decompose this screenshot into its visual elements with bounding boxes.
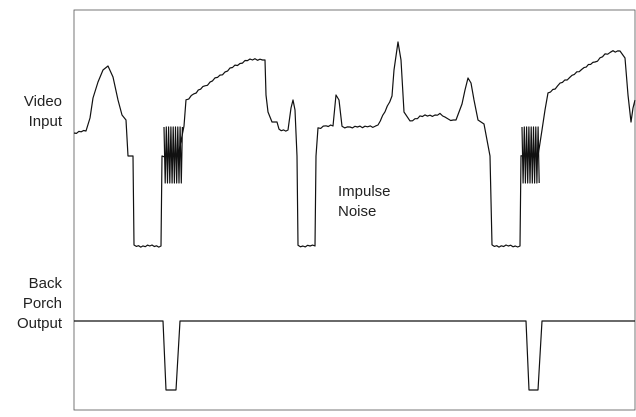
- video-input-label: Video Input: [0, 92, 62, 132]
- back-porch-label-line-2: Porch: [22, 295, 62, 312]
- impulse-noise-label-line-1: Impulse: [338, 183, 391, 200]
- back-porch-label-line-3: Output: [16, 315, 62, 332]
- back-porch-label-line-1: Back: [28, 275, 62, 292]
- impulse-noise-label-line-2: Noise: [338, 203, 377, 220]
- video-input-label-line-1: Video: [23, 93, 62, 110]
- back-porch-output-waveform: [74, 320, 635, 391]
- plot-frame: [73, 9, 636, 411]
- impulse-noise-label: Impulse Noise: [338, 182, 391, 222]
- back-porch-output-label: Back Porch Output: [0, 274, 62, 334]
- color-burst-1: [163, 126, 183, 184]
- video-input-label-line-2: Input: [28, 113, 62, 130]
- color-burst-2: [521, 126, 540, 184]
